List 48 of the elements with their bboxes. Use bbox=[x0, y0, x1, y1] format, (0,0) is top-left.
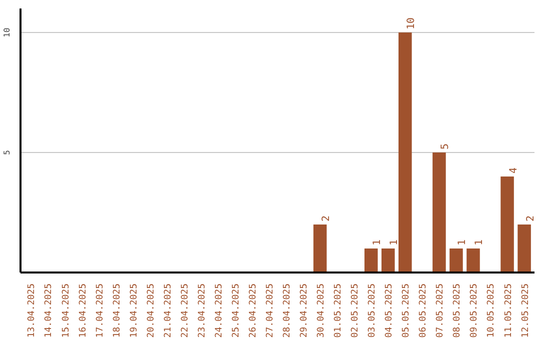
data-label: 1 bbox=[372, 239, 384, 246]
bar bbox=[466, 248, 480, 272]
data-label: 1 bbox=[474, 239, 486, 246]
bar bbox=[450, 248, 463, 272]
bar bbox=[432, 152, 446, 272]
x-tick-label: 16.04.2025 bbox=[78, 283, 88, 338]
x-tick-label: 18.04.2025 bbox=[112, 283, 122, 338]
data-label: 4 bbox=[508, 167, 520, 174]
x-tick-label: 10.05.2025 bbox=[486, 283, 497, 338]
data-label: 2 bbox=[321, 215, 332, 222]
data-label: 10 bbox=[406, 17, 418, 30]
x-tick-label: 25.04.2025 bbox=[231, 283, 242, 338]
x-tick-label: 28.04.2025 bbox=[282, 283, 293, 338]
bar bbox=[364, 248, 378, 272]
bar bbox=[518, 224, 531, 272]
bar bbox=[398, 32, 412, 272]
x-tick-label: 24.04.2025 bbox=[214, 283, 224, 338]
x-tick-label: 06.05.2025 bbox=[418, 283, 429, 338]
x-tick-label: 26.04.2025 bbox=[248, 283, 258, 338]
bar bbox=[500, 176, 514, 272]
x-tick-label: 13.04.2025 bbox=[27, 283, 38, 338]
x-tick-label: 29.04.2025 bbox=[300, 283, 310, 338]
x-tick-label: 27.04.2025 bbox=[265, 283, 276, 338]
data-label: 1 bbox=[389, 239, 400, 246]
x-tick-label: 20.04.2025 bbox=[146, 283, 156, 338]
x-tick-label: 14.04.2025 bbox=[44, 283, 54, 338]
x-tick-label: 15.04.2025 bbox=[61, 283, 72, 338]
bar bbox=[381, 248, 395, 272]
x-tick-label: 12.05.2025 bbox=[520, 283, 531, 338]
x-tick-label: 07.05.2025 bbox=[436, 283, 446, 338]
x-tick-label: 23.04.2025 bbox=[197, 283, 208, 338]
x-tick-label: 21.04.2025 bbox=[163, 283, 174, 338]
x-tick-label: 05.05.2025 bbox=[402, 283, 412, 338]
x-tick-label: 03.05.2025 bbox=[368, 283, 378, 338]
x-tick-label: 11.05.2025 bbox=[504, 283, 514, 338]
x-tick-label: 30.04.2025 bbox=[316, 283, 327, 338]
x-tick-label: 17.04.2025 bbox=[95, 283, 106, 338]
x-tick-label: 19.04.2025 bbox=[129, 283, 140, 338]
x-tick-label: 09.05.2025 bbox=[470, 283, 480, 338]
data-label: 1 bbox=[457, 239, 468, 246]
data-label: 5 bbox=[440, 143, 452, 150]
bar bbox=[313, 224, 327, 272]
x-tick-label: 08.05.2025 bbox=[452, 283, 463, 338]
x-tick-label: 02.05.2025 bbox=[350, 283, 361, 338]
data-label: 2 bbox=[525, 215, 536, 222]
x-tick-label: 01.05.2025 bbox=[334, 283, 344, 338]
x-tick-label: 22.04.2025 bbox=[180, 283, 190, 338]
x-tick-label: 04.05.2025 bbox=[384, 283, 395, 338]
